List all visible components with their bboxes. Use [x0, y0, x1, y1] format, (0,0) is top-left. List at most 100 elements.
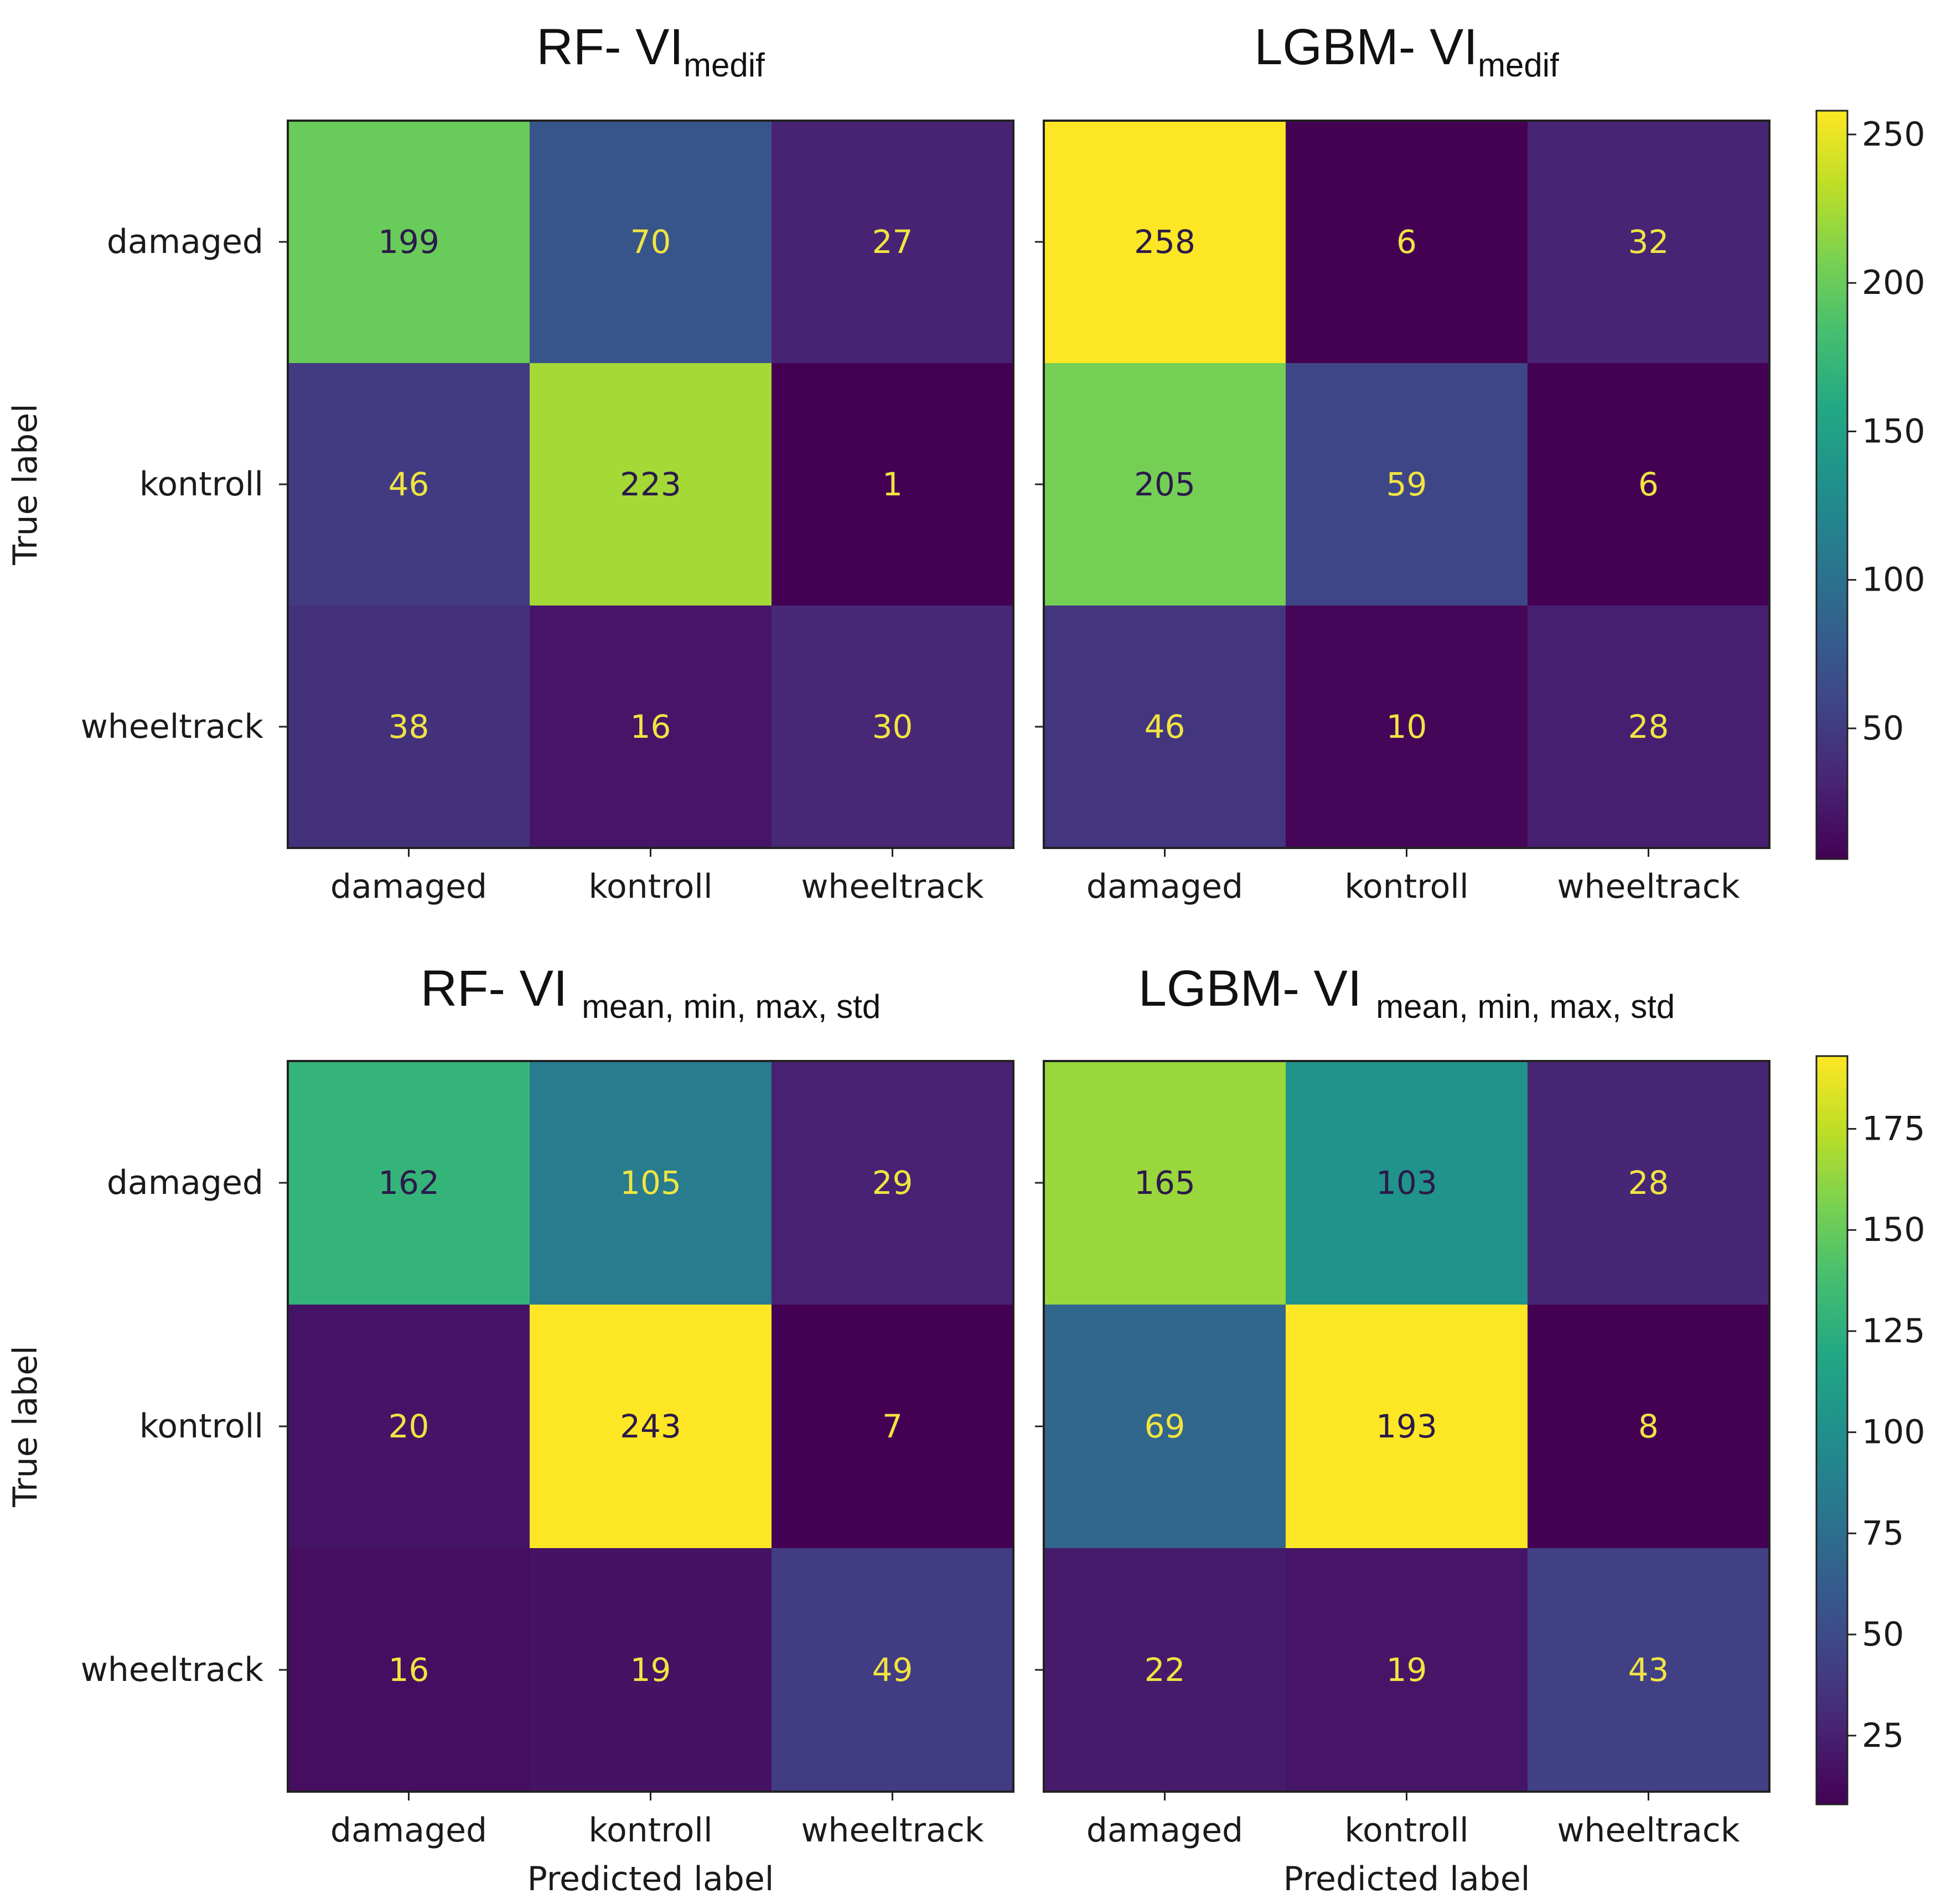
heatmap-cell — [288, 121, 530, 363]
cell-value-label: 28 — [1628, 1164, 1669, 1202]
cell-value-label: 16 — [389, 1651, 429, 1689]
x-tick-label: wheeltrack — [1557, 867, 1740, 906]
chart-title: LGBM- VImedif — [1254, 19, 1559, 84]
chart-title-subscript: mean, min, max, std — [582, 988, 881, 1025]
y-tick-label: wheeltrack — [81, 1651, 264, 1689]
cell-value-label: 19 — [1386, 1651, 1427, 1689]
heatmap-cell — [288, 363, 530, 606]
colorbar-tick-label: 250 — [1862, 115, 1925, 154]
chart-title-main: RF- VI — [536, 19, 684, 75]
chart-title-subscript: medif — [684, 46, 765, 84]
chart-title-subscript: medif — [1478, 46, 1559, 84]
heatmap-cell — [1286, 1061, 1528, 1305]
chart-title: RF- VImedif — [536, 19, 765, 84]
heatmap-cell — [1286, 606, 1528, 848]
colorbar-tick-label: 100 — [1862, 1413, 1925, 1452]
chart-title: LGBM- VI mean, min, max, std — [1138, 960, 1675, 1025]
heatmap-cell — [1044, 363, 1286, 606]
cell-value-label: 49 — [872, 1651, 913, 1689]
chart-title-main: LGBM- VI — [1254, 19, 1478, 75]
heatmap-cell — [288, 606, 530, 848]
x-tick-label: wheeltrack — [801, 867, 984, 906]
colorbar-tick-label: 25 — [1862, 1716, 1904, 1755]
colorbar-gradient — [1815, 110, 1849, 860]
cell-value-label: 1 — [882, 465, 903, 503]
heatmap-cell — [1528, 1061, 1769, 1305]
cell-value-label: 22 — [1145, 1651, 1185, 1689]
x-tick-label: damaged — [1086, 1811, 1243, 1850]
cell-value-label: 165 — [1134, 1164, 1195, 1202]
x-axis-label: Predicted label — [1283, 1860, 1530, 1898]
y-axis-label: True label — [6, 403, 45, 566]
y-tick-label: wheeltrack — [81, 707, 264, 746]
confusion-matrix-1: 199 70 27 46 223 1 38 16 30 damaged kontroll wheelt… — [6, 19, 1014, 906]
colorbar-tick-label: 175 — [1862, 1110, 1925, 1148]
cell-value-label: 162 — [378, 1164, 439, 1202]
cell-value-label: 69 — [1145, 1408, 1185, 1445]
heatmap-cell — [1528, 121, 1769, 363]
cell-value-label: 46 — [389, 465, 429, 503]
heatmap-cell — [530, 1061, 772, 1305]
cell-value-label: 6 — [1638, 465, 1659, 503]
colorbar-tick-label: 75 — [1862, 1514, 1904, 1553]
cell-value-label: 29 — [872, 1164, 913, 1202]
heatmap-cell — [288, 1061, 530, 1305]
cell-value-label: 223 — [620, 465, 681, 503]
cell-value-label: 105 — [620, 1164, 681, 1202]
y-axis-label: True label — [6, 1346, 45, 1508]
cell-value-label: 8 — [1638, 1408, 1659, 1445]
confusion-matrix-4: 165 103 28 69 193 8 22 19 43 damaged kontroll wheel… — [1035, 960, 1770, 1898]
cell-value-label: 38 — [389, 708, 429, 746]
heatmap-cell — [1528, 1305, 1769, 1548]
cell-value-label: 199 — [378, 223, 439, 261]
y-tick-label: kontroll — [139, 465, 263, 504]
cell-value-label: 46 — [1145, 708, 1185, 746]
heatmap-cell — [1528, 363, 1769, 606]
colorbar-gradient — [1815, 1055, 1849, 1805]
cell-value-label: 6 — [1396, 223, 1417, 261]
heatmap-cell — [530, 363, 772, 606]
cell-value-label: 193 — [1376, 1408, 1437, 1445]
heatmap-cell — [772, 363, 1013, 606]
colorbar-tick-label: 125 — [1862, 1312, 1925, 1351]
cell-value-label: 30 — [872, 708, 913, 746]
x-axis-label: Predicted label — [527, 1860, 774, 1898]
cell-value-label: 59 — [1386, 465, 1427, 503]
heatmap-cell — [772, 121, 1013, 363]
heatmap-cell — [1286, 1305, 1528, 1548]
heatmap-cell — [1044, 1305, 1286, 1548]
x-tick-label: wheeltrack — [801, 1811, 984, 1850]
colorbar-2: 25 50 75 100 125 150 175 — [1815, 1055, 1925, 1805]
colorbar-tick-label: 200 — [1862, 263, 1925, 302]
cell-value-label: 7 — [882, 1408, 903, 1445]
heatmap-cell — [1044, 1548, 1286, 1792]
y-tick-label: damaged — [107, 223, 263, 261]
heatmap-cell — [530, 606, 772, 848]
x-tick-label: wheeltrack — [1557, 1811, 1740, 1850]
heatmap-cell — [1286, 1548, 1528, 1792]
cell-value-label: 32 — [1628, 223, 1669, 261]
cell-value-label: 70 — [630, 223, 671, 261]
cell-value-label: 10 — [1386, 708, 1427, 746]
x-tick-label: kontroll — [588, 1811, 712, 1850]
heatmap-cell — [288, 1548, 530, 1792]
confusion-matrix-3: 162 105 29 20 243 7 16 19 49 damaged kontroll wheel… — [6, 960, 1014, 1898]
colorbar-tick-label: 150 — [1862, 1210, 1925, 1249]
heatmap-cell — [1286, 121, 1528, 363]
y-tick-label: kontroll — [139, 1407, 263, 1446]
heatmap-cell — [772, 1548, 1013, 1792]
chart-title-main: RF- VI — [421, 960, 582, 1017]
x-tick-label: kontroll — [1344, 867, 1468, 906]
heatmap-cell — [530, 1548, 772, 1792]
x-tick-label: damaged — [330, 867, 487, 906]
heatmap-cell — [772, 1061, 1013, 1305]
cell-value-label: 43 — [1628, 1651, 1669, 1689]
chart-title-main: LGBM- VI — [1138, 960, 1376, 1017]
cell-value-label: 27 — [872, 223, 913, 261]
x-tick-label: kontroll — [1344, 1811, 1468, 1850]
colorbar-tick-label: 50 — [1862, 709, 1904, 748]
heatmap-cell — [1044, 606, 1286, 848]
heatmap-cell — [772, 606, 1013, 848]
heatmap-cell — [288, 1305, 530, 1548]
